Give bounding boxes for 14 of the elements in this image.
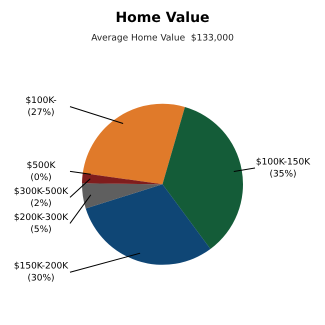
slice-label: $100K- (25, 96, 57, 106)
chart-title: Home Value (115, 10, 210, 26)
category-label: $500K (26, 160, 56, 171)
slice-label: $150K-200K (14, 262, 70, 272)
slice-label: $300K-500K (14, 186, 70, 197)
data-label: (30%) (27, 274, 55, 284)
data-label: (2%) (30, 198, 52, 209)
data-label: (35%) (269, 169, 297, 180)
data-label: (27%) (27, 108, 55, 118)
slice-label: $200K-300K (14, 212, 70, 223)
data-label: (5%) (30, 224, 52, 235)
chart-subtitle: Average Home Value $133,000 (91, 34, 234, 44)
slice-label: $100K-150K (256, 157, 312, 168)
text: (0%) (30, 172, 52, 183)
